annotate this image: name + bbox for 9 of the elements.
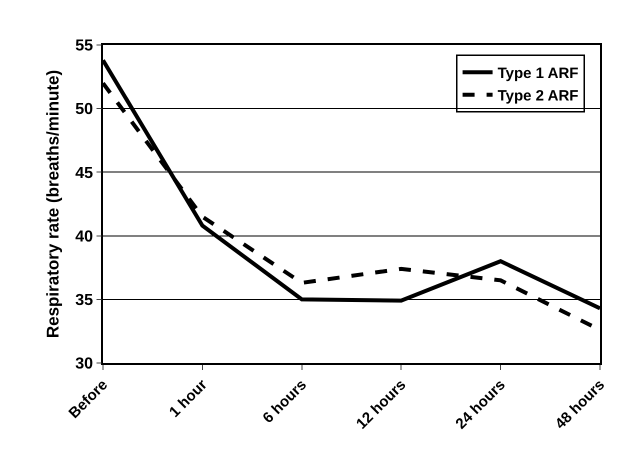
y-tick-label: 40	[75, 228, 94, 246]
legend-label: Type 2 ARF	[498, 88, 578, 105]
y-tick-label: 55	[75, 38, 94, 55]
y-tick-label: 35	[75, 292, 94, 309]
y-tick-label: 50	[75, 101, 94, 118]
y-tick-label: 45	[75, 164, 94, 182]
y-tick-label: 30	[75, 356, 94, 373]
legend-label: Type 1 ARF	[498, 65, 578, 82]
y-axis-title: Respiratory rate (breaths/minute)	[44, 70, 62, 338]
